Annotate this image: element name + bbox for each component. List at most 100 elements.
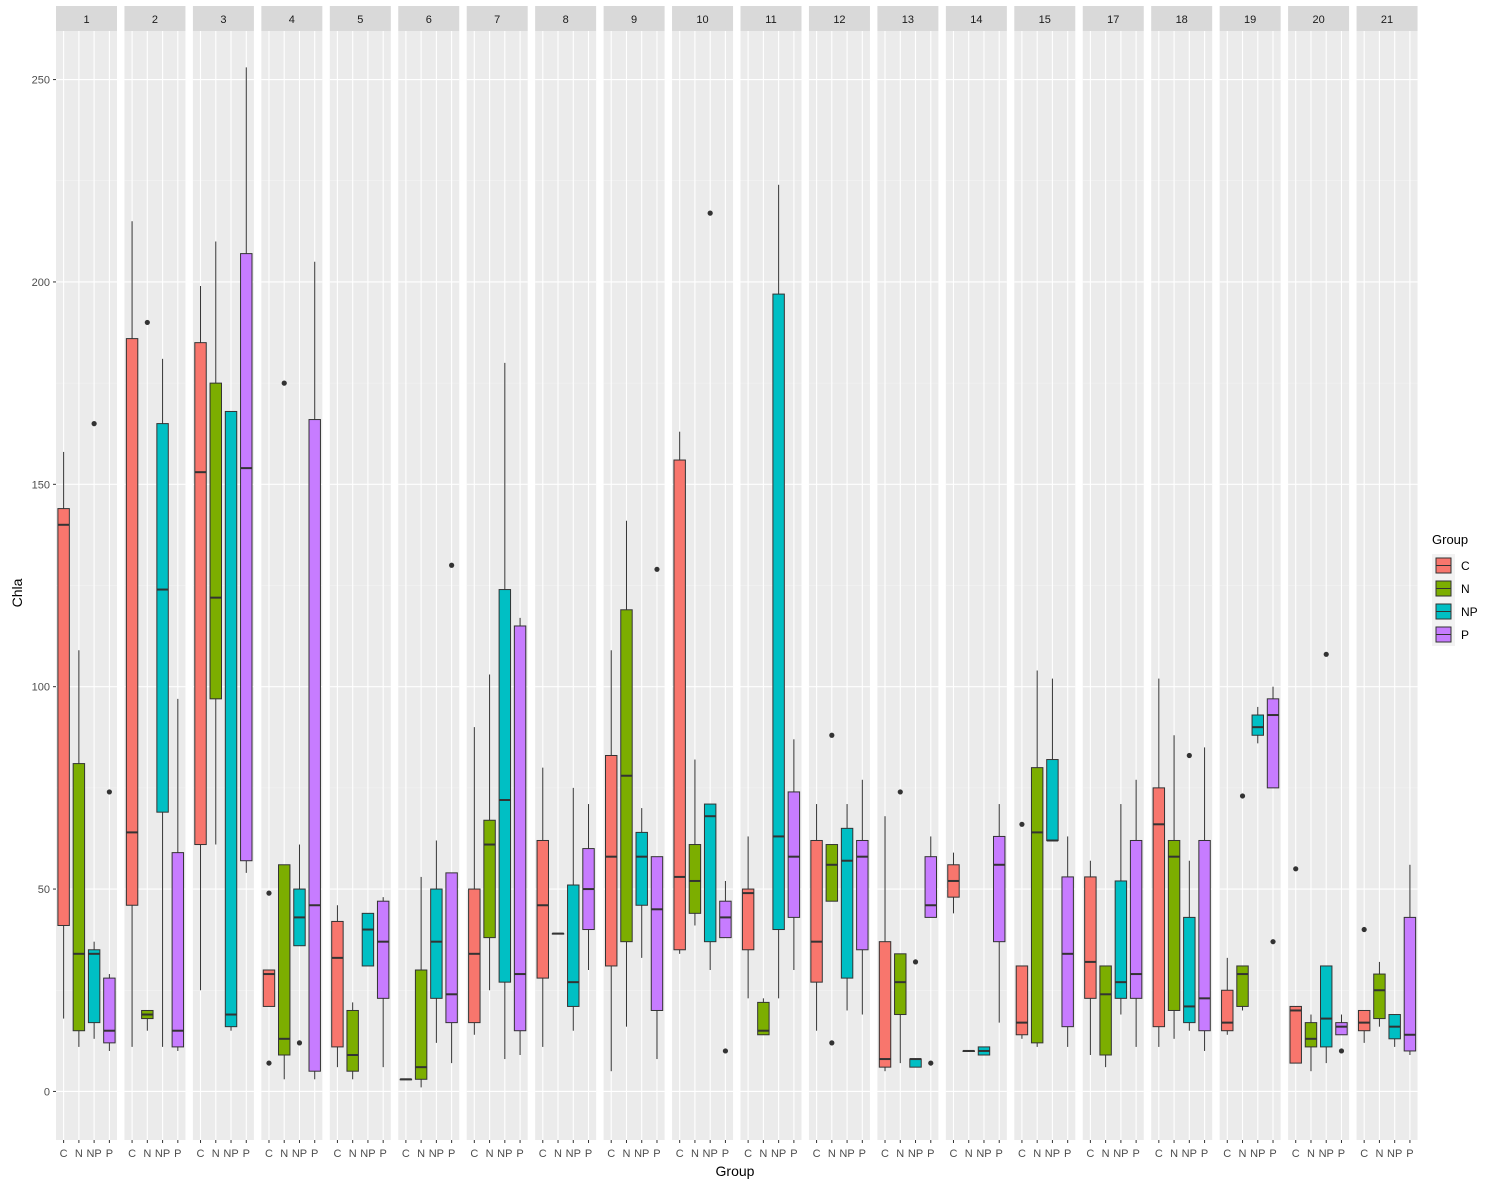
box-body <box>993 835 1006 943</box>
legend-label: NP <box>1461 605 1478 619</box>
facet-panel-3: 3 C N NP P <box>192 6 254 1160</box>
x-tick-label: NP <box>155 1148 170 1160</box>
box-body <box>1030 767 1044 1044</box>
outlier-point <box>144 319 150 326</box>
x-tick-label: P <box>174 1148 181 1160</box>
box-body <box>605 754 618 967</box>
legend-item-C: C <box>1432 554 1470 577</box>
box-body <box>57 508 70 926</box>
legend: Group CN NP P <box>1432 532 1478 646</box>
box-4-NP <box>293 844 306 1046</box>
box-12-N <box>825 732 839 1046</box>
legend-label: P <box>1461 628 1469 642</box>
strip-label: 10 <box>696 14 708 26</box>
x-tick-label: N <box>622 1148 630 1160</box>
facet-panel-12: 12 C N NP P <box>808 6 870 1160</box>
x-tick-label: C <box>949 1148 957 1160</box>
box-body <box>331 920 344 1048</box>
strip-background <box>740 6 802 31</box>
facet-panel-17: 17 C N NP P <box>1082 6 1144 1160</box>
box-body <box>673 459 686 951</box>
x-tick-label: N <box>554 1148 562 1160</box>
outlier-point <box>654 566 660 572</box>
x-tick-label: C <box>539 1148 547 1160</box>
box-13-C <box>878 816 892 1072</box>
outlier-point <box>266 890 272 896</box>
box-body <box>1266 698 1280 789</box>
box-20-NP <box>1320 651 1333 1064</box>
x-tick-label: NP <box>703 1148 718 1160</box>
box-15-N <box>1030 670 1044 1047</box>
outlier-point <box>296 1040 303 1046</box>
box-21-N <box>1373 961 1386 1027</box>
box-body <box>772 293 785 931</box>
strip-label: 15 <box>1039 14 1051 26</box>
box-body <box>262 969 276 1007</box>
facet-panel-20: 20 C N NP P <box>1288 6 1350 1160</box>
box-body <box>1335 1022 1348 1036</box>
box-8-P <box>582 804 595 971</box>
x-tick-label: NP <box>223 1148 238 1160</box>
strip-background <box>603 6 665 31</box>
box-14-C <box>947 852 960 914</box>
x-tick-label: P <box>653 1148 660 1160</box>
y-tick-label: 200 <box>32 277 50 289</box>
box-3-NP <box>224 410 238 1031</box>
legend-label: C <box>1461 559 1470 573</box>
box-body <box>1061 876 1074 1028</box>
x-tick-label: C <box>1360 1148 1368 1160</box>
box-18-C <box>1152 678 1166 1047</box>
box-10-C <box>673 431 686 954</box>
box-1-C <box>57 451 70 1019</box>
box-9-NP <box>635 808 648 958</box>
box-body <box>536 839 549 979</box>
strip-label: 19 <box>1244 14 1256 26</box>
box-body <box>894 953 907 1016</box>
box-body <box>650 856 664 1011</box>
box-body <box>361 912 375 967</box>
outlier-point <box>1019 821 1025 827</box>
box-body <box>445 872 458 1024</box>
y-tick-label: 100 <box>32 682 50 694</box>
box-2-C <box>125 221 139 1047</box>
box-19-NP <box>1251 706 1264 744</box>
x-tick-label: NP <box>292 1148 307 1160</box>
x-tick-label: N <box>1170 1148 1178 1160</box>
outlier-point <box>912 959 919 965</box>
box-body <box>741 888 755 951</box>
strip-label: 6 <box>426 14 432 26</box>
outlier-point <box>829 732 835 738</box>
box-17-P <box>1129 779 1143 1047</box>
box-body <box>1129 839 1143 999</box>
box-body <box>513 625 527 1032</box>
outlier-point <box>928 1060 934 1066</box>
x-axis-title: Group <box>716 1163 755 1179</box>
box-8-NP <box>567 787 580 1031</box>
outlier-point <box>897 789 903 795</box>
box-17-N <box>1099 965 1112 1068</box>
box-1-P <box>103 789 116 1051</box>
x-tick-label: NP <box>1387 1148 1402 1160</box>
box-5-NP <box>361 912 375 967</box>
x-tick-label: NP <box>566 1148 581 1160</box>
x-tick-label: P <box>380 1148 387 1160</box>
box-2-P <box>171 698 185 1051</box>
box-body <box>468 888 481 1024</box>
outlier-point <box>1338 1048 1345 1054</box>
x-tick-label: P <box>1064 1148 1071 1160</box>
box-14-N <box>962 1049 975 1052</box>
legend-item-P: P <box>1432 623 1469 646</box>
x-tick-label: C <box>881 1148 889 1160</box>
box-13-NP <box>909 959 922 1068</box>
x-tick-label: N <box>349 1148 357 1160</box>
box-body <box>688 844 702 914</box>
box-18-N <box>1167 735 1181 1039</box>
outlier-point <box>1270 939 1276 945</box>
box-body <box>1084 876 1097 999</box>
outlier-point <box>1361 926 1367 933</box>
strip-label: 14 <box>970 14 982 26</box>
box-body <box>757 1001 770 1036</box>
box-body <box>1373 973 1386 1020</box>
box-body <box>194 342 207 846</box>
box-6-P <box>445 562 458 1064</box>
